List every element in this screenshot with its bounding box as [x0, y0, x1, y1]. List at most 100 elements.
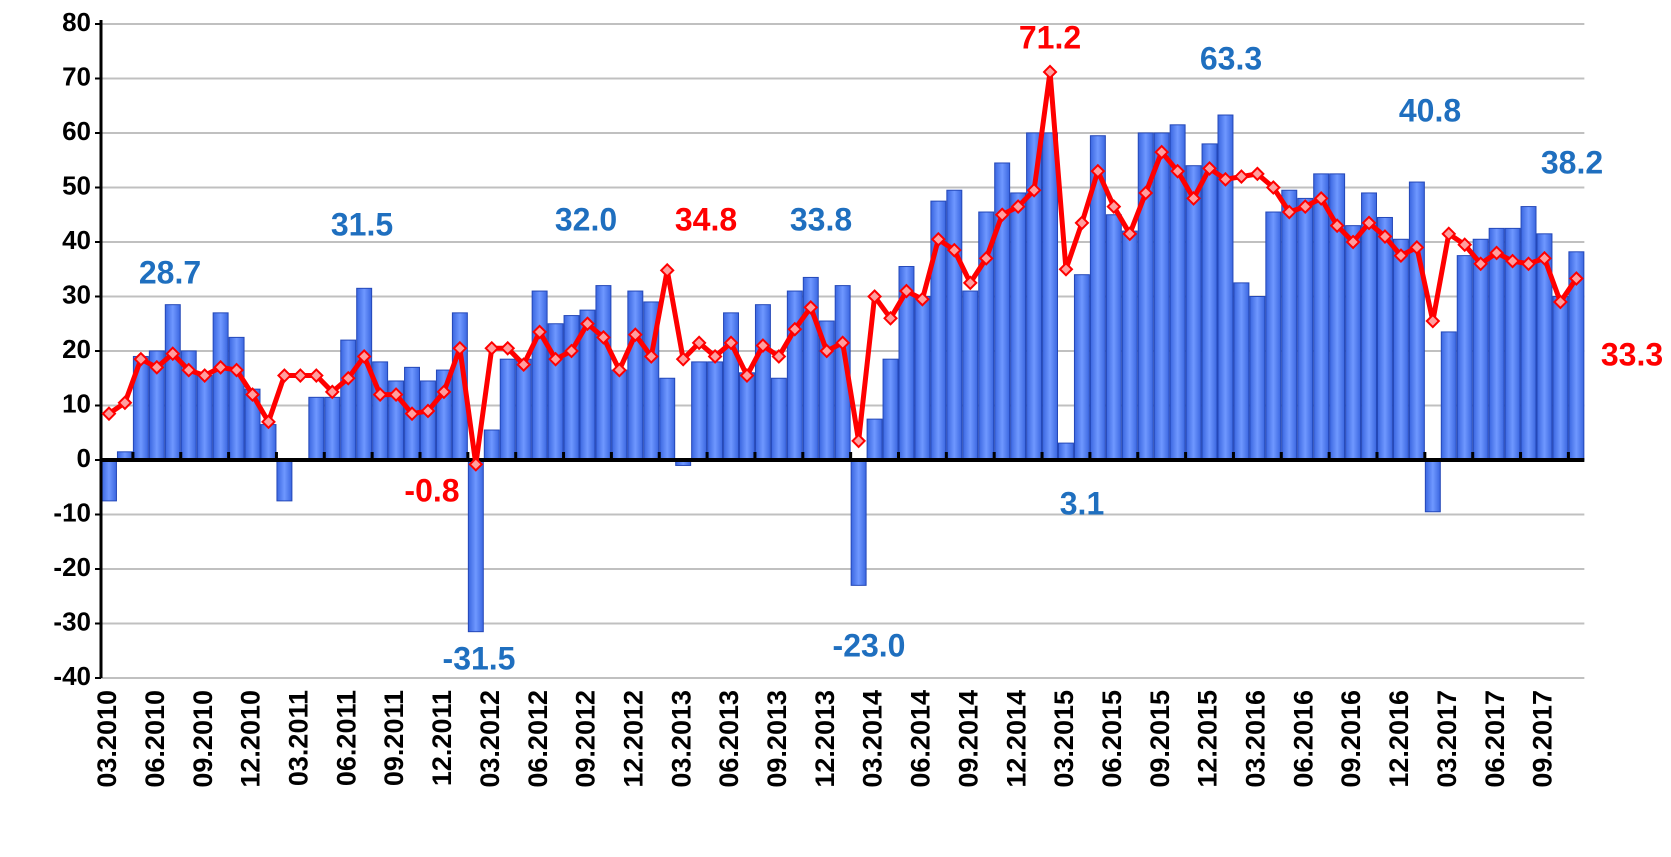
marker	[946, 242, 962, 258]
marker	[1377, 229, 1393, 244]
bar	[723, 312, 739, 461]
marker	[1553, 294, 1568, 310]
annotation: 71.2	[1019, 19, 1081, 55]
bar	[1281, 189, 1298, 461]
x-tick-label: 06.2017	[1480, 690, 1510, 788]
marker	[101, 406, 117, 422]
marker	[261, 414, 276, 430]
marker	[1568, 271, 1584, 286]
bar	[340, 339, 357, 461]
bar	[101, 459, 117, 502]
x-tick-label: 09.2017	[1528, 690, 1558, 788]
x-tick-label: 09.2010	[188, 690, 218, 788]
bar	[1153, 132, 1170, 461]
bar	[1121, 230, 1138, 461]
x-tick-label: 06.2016	[1288, 690, 1318, 788]
bar	[1424, 459, 1441, 513]
bar	[260, 424, 277, 461]
annotation: -23.0	[833, 627, 906, 663]
marker	[1329, 218, 1345, 234]
bar	[1185, 165, 1202, 461]
marker	[627, 327, 643, 343]
y-tick-label: -40	[53, 661, 91, 691]
marker	[835, 335, 851, 351]
marker	[1122, 226, 1138, 242]
marker	[308, 368, 324, 383]
marker	[436, 384, 452, 400]
bar	[595, 285, 612, 461]
marker	[819, 343, 835, 359]
bar	[611, 369, 628, 461]
marker	[739, 368, 755, 383]
bar	[1520, 206, 1537, 461]
marker	[1218, 171, 1233, 187]
marker	[1042, 64, 1058, 80]
marker	[978, 250, 994, 266]
marker	[707, 349, 723, 364]
marker	[1297, 199, 1313, 214]
x-tick-label: 03.2013	[666, 690, 696, 788]
marker	[324, 384, 340, 400]
marker	[771, 349, 787, 364]
bar	[276, 459, 293, 502]
annotation: 33.8	[790, 201, 852, 237]
marker	[500, 340, 516, 356]
marker	[867, 289, 882, 304]
annotation: 32.0	[555, 201, 617, 237]
marker	[1457, 237, 1473, 253]
marker	[532, 324, 548, 340]
x-tick-label: 03.2014	[858, 690, 888, 788]
marker	[1473, 256, 1489, 272]
bar	[547, 323, 564, 461]
marker	[1265, 180, 1281, 195]
y-tick-label: 20	[62, 334, 91, 364]
bar	[754, 304, 771, 461]
marker	[851, 433, 867, 449]
x-tick-label: 09.2016	[1336, 690, 1366, 788]
bar	[1408, 181, 1425, 461]
marker	[1249, 166, 1265, 182]
marker	[994, 207, 1010, 223]
bar	[1217, 114, 1234, 461]
bar	[659, 377, 676, 461]
marker	[452, 340, 468, 356]
annotation: 28.7	[139, 254, 201, 290]
bar	[1265, 211, 1282, 461]
bar	[962, 290, 979, 461]
annotation: 3.1	[1060, 485, 1104, 521]
marker	[1202, 161, 1217, 176]
marker	[356, 349, 372, 364]
bar	[1488, 227, 1505, 461]
bar	[308, 396, 325, 461]
marker	[1441, 226, 1457, 242]
x-tick-label: 09.2011	[379, 690, 409, 786]
x-tick-label: 12.2014	[1001, 690, 1031, 788]
x-tick-label: 09.2014	[953, 690, 983, 788]
x-tick-label: 06.2013	[714, 690, 744, 788]
x-tick-label: 03.2012	[475, 690, 505, 788]
bar	[866, 418, 883, 461]
bar	[914, 296, 931, 461]
y-tick-label: 10	[62, 388, 91, 418]
marker	[181, 362, 197, 378]
marker	[229, 362, 244, 378]
x-tick-label: 03.2010	[92, 690, 122, 788]
x-tick-label: 12.2012	[618, 690, 648, 788]
x-tick-label: 06.2015	[1097, 690, 1127, 788]
x-tick-label: 03.2016	[1241, 690, 1271, 788]
bar	[739, 372, 755, 461]
x-tick-label: 09.2015	[1145, 690, 1175, 788]
bar	[707, 361, 724, 461]
bar	[499, 358, 516, 461]
marker	[1313, 190, 1329, 206]
marker	[1106, 199, 1122, 214]
bar	[1392, 238, 1409, 461]
marker	[340, 370, 356, 386]
bar	[1377, 216, 1393, 461]
marker	[611, 362, 627, 378]
x-tick-label: 12.2013	[810, 690, 840, 788]
x-tick-label: 03.2011	[284, 690, 314, 786]
annotation: 33.3	[1601, 336, 1663, 372]
annotation: 63.3	[1200, 40, 1262, 76]
